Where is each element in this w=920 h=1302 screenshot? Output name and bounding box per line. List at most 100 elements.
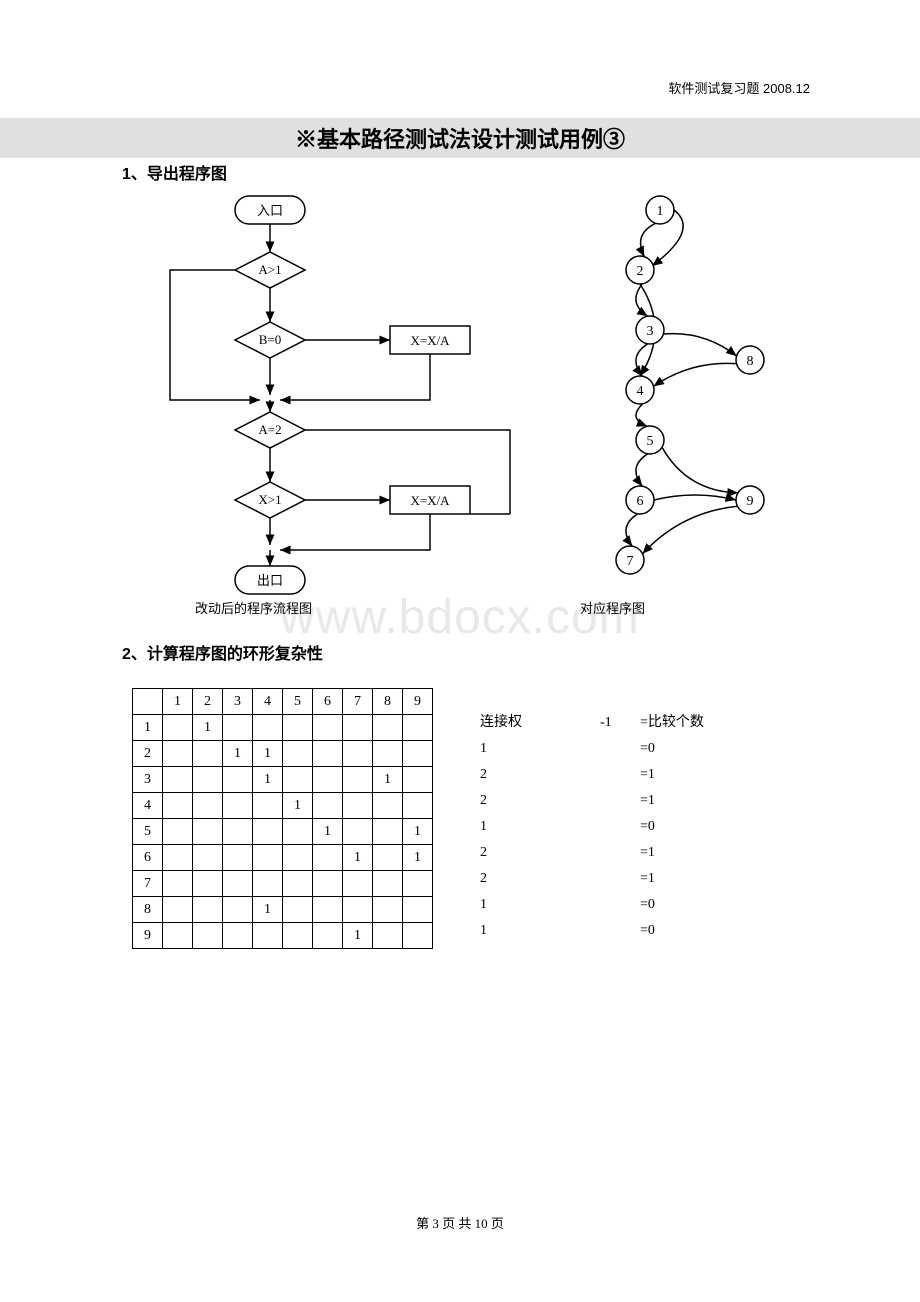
matrix-cell: 2 (133, 741, 163, 767)
matrix-cell (403, 741, 433, 767)
matrix-cell (373, 871, 403, 897)
matrix-cell: 1 (253, 767, 283, 793)
weight-cell: =0 (640, 918, 740, 944)
matrix-cell (223, 845, 253, 871)
matrix-cell (253, 793, 283, 819)
matrix-cell (283, 767, 313, 793)
matrix-cell (403, 871, 433, 897)
matrix-cell: 1 (133, 715, 163, 741)
weight-row: 2 =1 (480, 762, 740, 788)
matrix-cell: 1 (253, 897, 283, 923)
svg-text:X=X/A: X=X/A (410, 493, 450, 508)
matrix-cell: 3 (133, 767, 163, 793)
section-2-heading: 2、计算程序图的环形复杂性 (122, 640, 323, 664)
weight-cell: 1 (480, 918, 600, 944)
svg-text:X=X/A: X=X/A (410, 333, 450, 348)
section-1-heading: 1、导出程序图 (122, 160, 227, 184)
weight-cell: =0 (640, 892, 740, 918)
matrix-cell (283, 819, 313, 845)
matrix-cell (373, 845, 403, 871)
matrix-cell (253, 923, 283, 949)
weight-cell (600, 736, 640, 762)
matrix-cell (313, 741, 343, 767)
matrix-cell (403, 923, 433, 949)
matrix-cell (283, 741, 313, 767)
matrix-header-cell: 9 (403, 689, 433, 715)
matrix-cell (373, 897, 403, 923)
matrix-cell: 1 (193, 715, 223, 741)
matrix-cell (193, 923, 223, 949)
matrix-cell (283, 871, 313, 897)
matrix-cell: 1 (403, 845, 433, 871)
svg-text:9: 9 (747, 494, 754, 509)
weight-cell: =1 (640, 762, 740, 788)
matrix-cell (343, 793, 373, 819)
matrix-cell: 1 (283, 793, 313, 819)
weight-row: 1=0 (480, 892, 740, 918)
weight-cell: 2 (480, 866, 600, 892)
weight-cell: =比较个数 (640, 710, 740, 736)
page-title-wrap: ※基本路径测试法设计测试用例③ (0, 118, 920, 158)
matrix-cell (163, 923, 193, 949)
matrix-cell (193, 819, 223, 845)
page-header: 软件测试复习题 2008.12 (668, 78, 810, 97)
weight-cell: 连接权 (480, 710, 600, 736)
svg-text:4: 4 (637, 384, 644, 399)
matrix-cell (403, 793, 433, 819)
matrix-cell: 4 (133, 793, 163, 819)
svg-text:8: 8 (747, 354, 754, 369)
weight-cell (600, 866, 640, 892)
weight-cell (600, 840, 640, 866)
matrix-cell (163, 793, 193, 819)
matrix-cell (373, 819, 403, 845)
page-footer: 第 3 页 共 10 页 (0, 1213, 920, 1232)
matrix-header-cell: 8 (373, 689, 403, 715)
weight-cell (600, 892, 640, 918)
matrix-header-cell: 5 (283, 689, 313, 715)
matrix-cell (343, 819, 373, 845)
matrix-cell (343, 741, 373, 767)
matrix-cell (283, 845, 313, 871)
adjacency-matrix: 123456789112113114151161178191 (132, 688, 433, 949)
matrix-cell (313, 793, 343, 819)
weight-cell: =0 (640, 736, 740, 762)
svg-text:3: 3 (647, 324, 654, 339)
matrix-header-cell: 4 (253, 689, 283, 715)
matrix-cell (283, 715, 313, 741)
matrix-cell (223, 897, 253, 923)
weight-row: 1=0 (480, 814, 740, 840)
matrix-cell (373, 741, 403, 767)
weight-cell: 2 (480, 788, 600, 814)
matrix-cell (223, 923, 253, 949)
matrix-cell (313, 923, 343, 949)
svg-text:5: 5 (647, 434, 654, 449)
matrix-cell (373, 923, 403, 949)
matrix-cell (373, 793, 403, 819)
matrix-cell (163, 819, 193, 845)
matrix-cell (403, 897, 433, 923)
matrix-cell: 1 (253, 741, 283, 767)
matrix-cell (403, 767, 433, 793)
matrix-cell (343, 767, 373, 793)
matrix-cell (343, 897, 373, 923)
matrix-cell (163, 741, 193, 767)
matrix-cell (343, 715, 373, 741)
matrix-cell: 1 (403, 819, 433, 845)
matrix-cell (343, 871, 373, 897)
matrix-cell (223, 793, 253, 819)
matrix-header-cell: 1 (163, 689, 193, 715)
flowchart-caption: 改动后的程序流程图 (195, 598, 312, 617)
matrix-cell (253, 715, 283, 741)
weight-cell: 2 (480, 762, 600, 788)
matrix-cell (403, 715, 433, 741)
matrix-cell (193, 845, 223, 871)
graph-caption: 对应程序图 (580, 598, 645, 617)
matrix-cell (163, 767, 193, 793)
matrix-cell (313, 871, 343, 897)
weight-cell (600, 918, 640, 944)
matrix-cell: 8 (133, 897, 163, 923)
matrix-cell (193, 767, 223, 793)
matrix-cell (223, 715, 253, 741)
weight-cell: 1 (480, 814, 600, 840)
weight-row: 2=1 (480, 840, 740, 866)
